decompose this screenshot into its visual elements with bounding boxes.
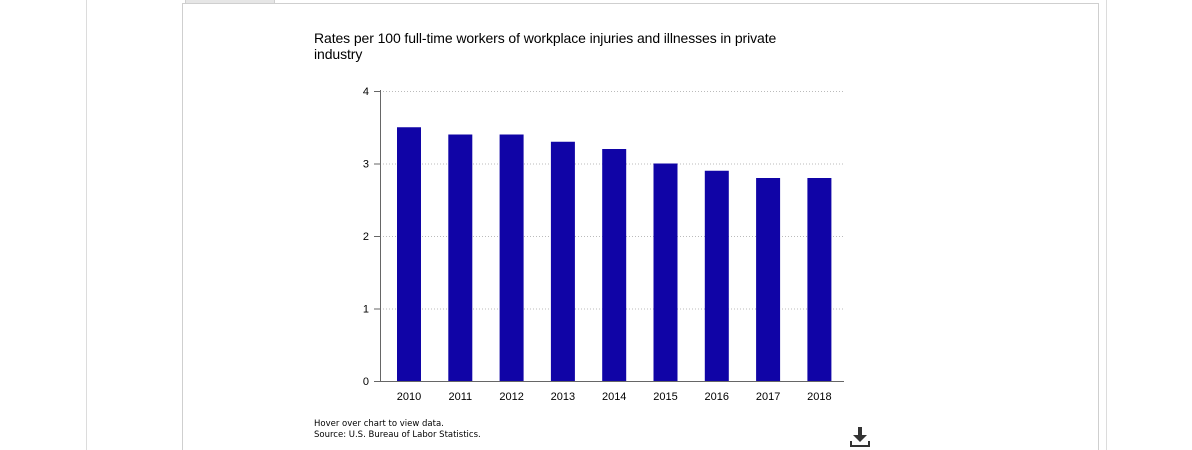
chart-footnotes: Hover over chart to view data. Source: U… xyxy=(314,419,481,441)
x-tick-label-2015: 2015 xyxy=(653,391,677,403)
labels-layer: 0 1 2 3 4 2010 2011 2012 2013 2014 2015 2016 2017 201… xyxy=(363,86,832,403)
chart-title: Rates per 100 full-time workers of workp… xyxy=(314,30,777,62)
bar-2017[interactable] xyxy=(756,178,781,381)
x-tick-label-2014: 2014 xyxy=(602,391,626,403)
x-tick-label-2013: 2013 xyxy=(551,391,575,403)
bar-2011[interactable] xyxy=(448,134,473,382)
page-divider-left xyxy=(86,0,87,450)
bar-2013[interactable] xyxy=(550,141,575,381)
y-tick-label-2: 2 xyxy=(363,231,369,243)
download-button[interactable] xyxy=(846,424,874,450)
y-tick-label-3: 3 xyxy=(363,159,369,171)
bar-2016[interactable] xyxy=(704,170,729,381)
x-tick-label-2010: 2010 xyxy=(397,391,421,403)
chart-card xyxy=(182,3,1099,450)
x-tick-label-2016: 2016 xyxy=(705,391,729,403)
bar-2012[interactable] xyxy=(499,134,524,382)
x-tick-label-2018: 2018 xyxy=(807,391,831,403)
x-tick-label-2011: 2011 xyxy=(448,391,472,403)
axes-layer xyxy=(374,90,844,382)
bar-2010[interactable] xyxy=(397,127,421,381)
page-divider-right xyxy=(1106,0,1107,450)
x-tick-label-2012: 2012 xyxy=(499,391,523,403)
bar-2014[interactable] xyxy=(602,149,627,381)
bar-2018[interactable] xyxy=(807,178,832,381)
download-icon xyxy=(850,427,870,447)
bars-layer xyxy=(397,127,832,382)
bar-2015[interactable] xyxy=(653,163,678,382)
source-note: Source: U.S. Bureau of Labor Statistics. xyxy=(314,430,481,440)
tab-stub[interactable] xyxy=(185,0,275,4)
y-tick-label-0: 0 xyxy=(363,376,369,388)
x-tick-label-2017: 2017 xyxy=(756,391,780,403)
y-tick-label-4: 4 xyxy=(363,86,369,98)
hover-hint: Hover over chart to view data. xyxy=(314,419,444,429)
y-tick-label-1: 1 xyxy=(363,304,369,316)
